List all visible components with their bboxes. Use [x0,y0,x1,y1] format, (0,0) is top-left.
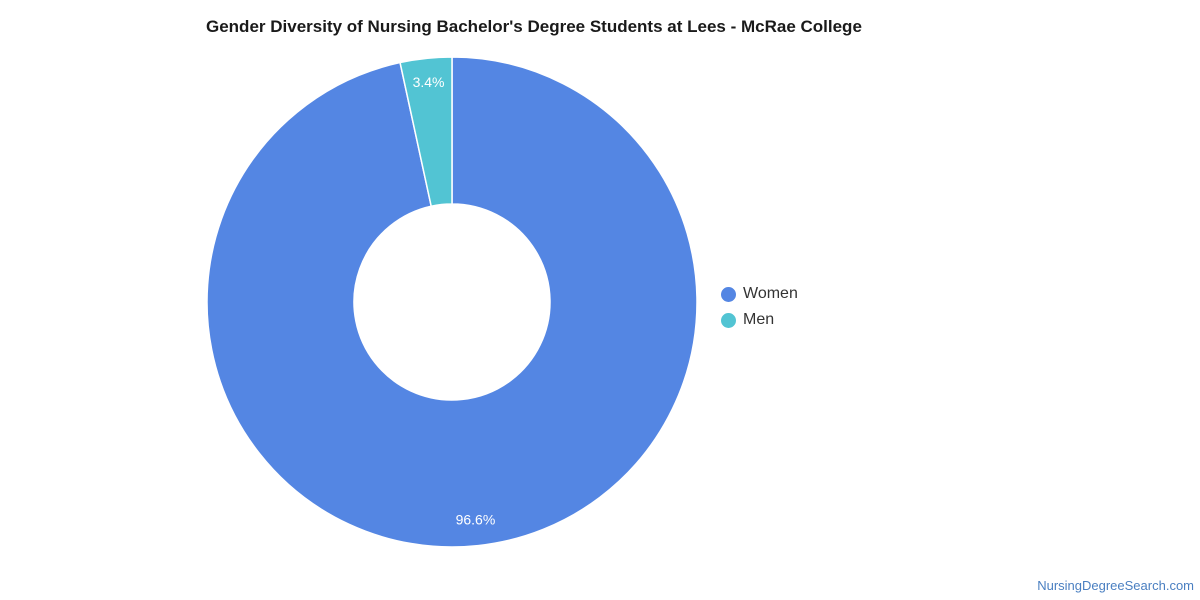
legend-label-men: Men [743,311,775,328]
donut-slice-women[interactable] [206,56,698,548]
legend-swatch-women [721,286,736,302]
legend-item-women[interactable]: Women [721,281,798,307]
legend-label-women: Women [743,285,798,302]
donut-slices [206,56,698,548]
chart-legend: Women Men [721,281,798,333]
source-credit-link[interactable]: NursingDegreeSearch.com [1037,578,1194,593]
legend-swatch-men [721,312,736,328]
donut-slice-men[interactable] [399,56,453,208]
slice-label-men: 3.4% [413,74,445,90]
slice-label-women: 96.6% [456,511,496,527]
legend-item-men[interactable]: Men [721,307,798,333]
donut-slice-labels: 96.6% 3.4% [413,74,496,527]
chart-title: Gender Diversity of Nursing Bachelor's D… [206,17,862,36]
